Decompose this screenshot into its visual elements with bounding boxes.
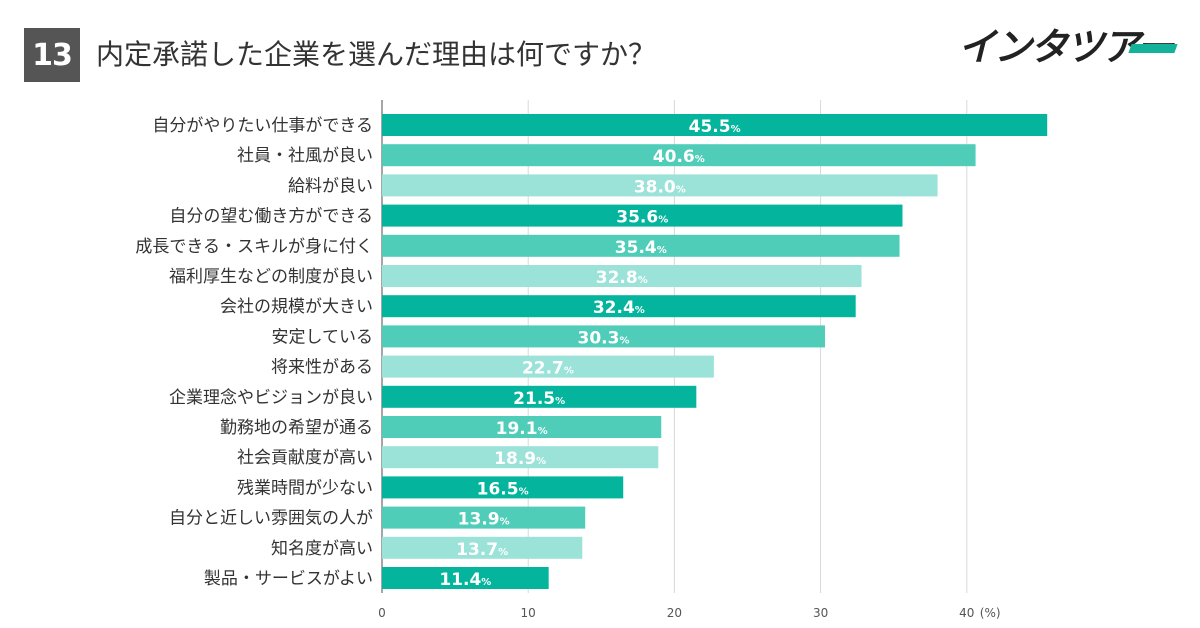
data-label: 35.6% — [616, 208, 668, 228]
data-label: 38.0% — [634, 177, 686, 197]
bar — [382, 144, 976, 167]
category-label: 勤務地の希望が通る — [220, 418, 373, 438]
data-label: 40.6% — [653, 147, 705, 167]
header: 13 内定承諾した企業を選んだ理由は何ですか？ インタツアー — [0, 0, 1200, 90]
data-label: 13.7% — [456, 540, 508, 560]
bar — [382, 536, 583, 559]
bar — [382, 416, 662, 438]
question-number-badge: 13 — [24, 28, 80, 82]
data-label-unit: % — [731, 124, 741, 135]
x-unit-label: (%) — [980, 606, 1001, 620]
x-tick-label: 0 — [378, 606, 386, 620]
data-label: 35.4% — [615, 238, 667, 258]
brand-logo-accent — [1128, 44, 1178, 53]
category-label: 自分の望む働き方ができる — [169, 207, 373, 227]
bar-chart: 自分がやりたい仕事ができる 45.5% 社員・社風が良い 40.6% 給料が良い 38.0… — [135, 100, 1048, 620]
bar — [382, 325, 825, 348]
bar — [382, 114, 1048, 136]
data-label-unit: % — [657, 245, 667, 256]
x-tick-label: 20 — [667, 606, 682, 620]
bar — [382, 567, 549, 589]
category-label: 社会貢献度が高い — [237, 448, 373, 468]
chart-title: 内定承諾した企業を選んだ理由は何ですか？ — [96, 38, 657, 71]
category-label: 将来性がある — [271, 358, 373, 378]
bar — [382, 295, 856, 318]
category-label: 成長できる・スキルが身に付く — [135, 237, 373, 257]
category-label: 社員・社風が良い — [237, 146, 373, 166]
data-label-unit: % — [536, 456, 546, 467]
bar — [382, 265, 862, 287]
category-label: 自分がやりたい仕事ができる — [152, 116, 373, 136]
category-label: 給料が良い — [288, 176, 373, 196]
data-label: 18.9% — [494, 449, 546, 469]
data-label: 22.7% — [522, 359, 574, 379]
data-label: 21.5% — [513, 389, 565, 409]
bar — [382, 204, 903, 227]
category-label: 製品・サービスがよい — [204, 569, 373, 589]
category-label: 企業理念やビジョンが良い — [169, 387, 373, 408]
category-label: 残業時間が少ない — [237, 478, 373, 498]
bar — [382, 385, 697, 408]
bar — [382, 174, 938, 197]
data-label: 13.9% — [458, 510, 510, 530]
bar — [382, 234, 900, 257]
data-label: 45.5% — [689, 117, 741, 137]
data-label-unit: % — [658, 215, 668, 226]
data-label-unit: % — [481, 577, 491, 588]
category-label: 自分と近しい雰囲気の人が — [169, 509, 373, 529]
data-label: 32.8% — [596, 268, 648, 288]
data-label-unit: % — [500, 517, 510, 528]
x-tick-label: 10 — [521, 606, 536, 620]
bar — [382, 476, 624, 499]
data-label-unit: % — [695, 154, 705, 165]
x-tick-label: 40 — [959, 606, 974, 620]
data-label-unit: % — [638, 275, 648, 286]
category-label: 安定している — [272, 327, 374, 347]
category-label: 福利厚生などの制度が良い — [169, 267, 373, 287]
category-label: 会社の規模が大きい — [220, 297, 373, 317]
bar — [382, 355, 714, 378]
x-tick-label: 30 — [813, 606, 828, 620]
data-label-unit: % — [564, 366, 574, 377]
data-label: 11.4% — [439, 570, 491, 590]
data-label-unit: % — [635, 305, 645, 316]
data-label: 32.4% — [593, 298, 645, 318]
data-label-unit: % — [676, 184, 686, 195]
data-label: 19.1% — [496, 419, 548, 439]
data-label-unit: % — [555, 396, 565, 407]
data-label-unit: % — [519, 486, 529, 497]
brand-logo: インタツアー — [950, 22, 1180, 72]
data-label: 30.3% — [578, 328, 630, 348]
data-label-unit: % — [538, 426, 548, 437]
bar — [382, 446, 659, 469]
bar — [382, 506, 586, 529]
data-label-unit: % — [498, 547, 508, 558]
category-label: 知名度が高い — [271, 539, 373, 559]
data-label-unit: % — [619, 335, 629, 346]
data-label: 16.5% — [477, 479, 529, 499]
